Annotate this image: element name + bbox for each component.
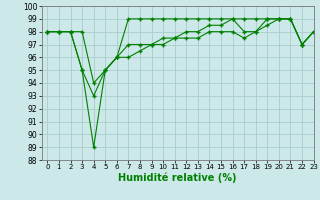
X-axis label: Humidité relative (%): Humidité relative (%) xyxy=(118,173,237,183)
